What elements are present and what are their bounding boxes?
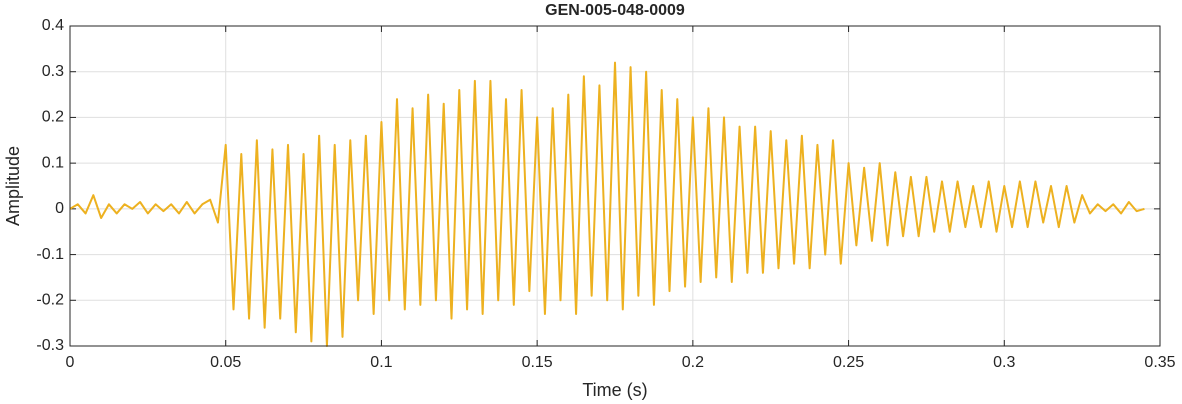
x-tick-label: 0.35 [1144, 354, 1175, 371]
y-tick-label: -0.2 [36, 292, 64, 309]
x-tick-label: 0.3 [993, 354, 1015, 371]
x-tick-label: 0 [66, 354, 75, 371]
chart-title: GEN-005-048-0009 [545, 2, 685, 19]
y-tick-label: -0.3 [36, 337, 64, 354]
x-tick-label: 0.05 [210, 354, 241, 371]
y-tick-label: -0.1 [36, 246, 64, 263]
x-tick-label: 0.2 [682, 354, 704, 371]
x-axis-label: Time (s) [582, 380, 647, 400]
x-tick-label: 0.1 [370, 354, 392, 371]
x-tick-label: 0.15 [522, 354, 553, 371]
waveform-line [69, 61, 1145, 347]
axes-box [69, 25, 1161, 347]
y-tick-label: 0.3 [42, 63, 64, 80]
y-axis-label: Amplitude [3, 146, 23, 226]
y-tick-label: 0 [55, 200, 64, 217]
y-tick-label: 0.1 [42, 154, 64, 171]
x-tick-label: 0.25 [833, 354, 864, 371]
y-tick-label: 0.4 [42, 17, 64, 34]
y-tick-label: 0.2 [42, 109, 64, 126]
